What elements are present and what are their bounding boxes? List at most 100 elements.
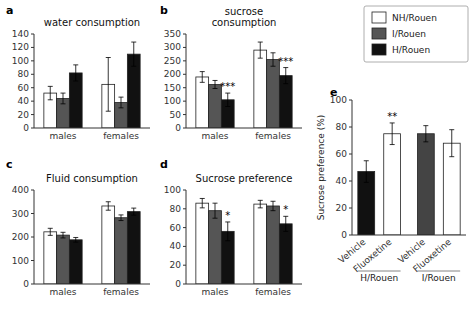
- title: sucroseconsumption: [212, 6, 277, 28]
- significance: ***: [278, 56, 293, 67]
- error-line: [121, 97, 122, 108]
- error-bar: [283, 216, 288, 231]
- y-tick: [183, 101, 186, 102]
- error-cap: [131, 42, 136, 43]
- x-axis-line: [186, 284, 302, 285]
- y-tick: [183, 47, 186, 48]
- error-cap: [131, 66, 136, 67]
- title: water consumption: [44, 17, 140, 28]
- x-tick-label: females: [255, 131, 291, 141]
- error-cap: [73, 242, 78, 243]
- y-tick: [183, 227, 186, 228]
- y-tick: [31, 60, 34, 61]
- error-bar: [48, 86, 53, 99]
- error-bar: [364, 161, 369, 183]
- y-tick-label: 20: [18, 110, 30, 120]
- y-tick: [349, 208, 352, 209]
- y-tick-label: 80: [18, 69, 30, 79]
- bar: [279, 224, 292, 284]
- error-line: [273, 53, 274, 66]
- error-cap: [283, 231, 288, 232]
- error-cap: [48, 235, 53, 236]
- error-cap: [390, 144, 395, 145]
- error-line: [50, 228, 51, 235]
- error-line: [215, 203, 216, 218]
- x-tick-label: males: [49, 287, 76, 297]
- y-tick-label: 0: [175, 123, 181, 133]
- y-tick: [31, 260, 34, 261]
- y-tick-label: 140: [12, 29, 29, 39]
- error-cap: [225, 106, 230, 107]
- error-bar: [225, 93, 230, 106]
- error-bar: [271, 201, 276, 210]
- y-tick-label: 60: [336, 149, 348, 159]
- y-tick: [31, 87, 34, 88]
- error-cap: [200, 207, 205, 208]
- y-tick-label: 200: [12, 232, 29, 242]
- y-tick-label: 40: [170, 241, 182, 251]
- bar: [417, 134, 434, 235]
- bar: [443, 143, 460, 235]
- y-tick-label: 400: [12, 185, 29, 195]
- plot-area: [358, 123, 460, 235]
- bar: [254, 204, 267, 284]
- error-bar: [213, 203, 218, 218]
- error-cap: [213, 80, 218, 81]
- bar: [57, 235, 70, 284]
- group-line: [358, 271, 401, 272]
- error-bar: [258, 42, 263, 58]
- error-line: [273, 201, 274, 210]
- error-cap: [423, 141, 428, 142]
- plot-area: [196, 198, 292, 284]
- x-tick-label: females: [255, 287, 291, 297]
- title: Fluid consumption: [46, 173, 138, 184]
- error-bar: [449, 130, 454, 157]
- y-tick: [349, 154, 352, 155]
- y-tick: [183, 87, 186, 88]
- y-tick-label: 80: [336, 122, 348, 132]
- bar: [44, 232, 57, 284]
- error-cap: [271, 66, 276, 67]
- error-cap: [283, 83, 288, 84]
- x-tick-label: males: [201, 131, 228, 141]
- y-tick-label: 0: [175, 279, 181, 289]
- title-line: water consumption: [44, 17, 140, 28]
- bar: [69, 73, 82, 128]
- error-cap: [449, 156, 454, 157]
- error-cap: [283, 67, 288, 68]
- error-line: [75, 65, 76, 81]
- significance: *: [283, 204, 288, 215]
- x-tick-label: females: [103, 287, 139, 297]
- bar: [196, 77, 209, 128]
- y-tick: [183, 246, 186, 247]
- y-tick: [31, 237, 34, 238]
- bar: [384, 134, 401, 235]
- error-bar: [106, 58, 111, 112]
- error-bar: [131, 208, 136, 215]
- error-line: [75, 237, 76, 242]
- error-cap: [48, 86, 53, 87]
- y-tick: [183, 208, 186, 209]
- error-cap: [200, 71, 205, 72]
- y-tick: [31, 128, 34, 129]
- error-line: [202, 72, 203, 83]
- panel-label: c: [6, 158, 13, 171]
- y-tick: [31, 47, 34, 48]
- y-tick-label: 100: [164, 185, 181, 195]
- y-tick: [31, 34, 34, 35]
- y-tick: [183, 284, 186, 285]
- bar: [115, 218, 128, 284]
- error-line: [215, 80, 216, 88]
- error-line: [260, 42, 261, 58]
- y-axis-label: Sucrose preference (%): [316, 115, 326, 221]
- legend: NH/RouenI/RouenH/Rouen: [364, 6, 468, 62]
- error-cap: [213, 88, 218, 89]
- y-tick-label: 300: [12, 209, 29, 219]
- error-cap: [106, 210, 111, 211]
- y-tick-label: 60: [18, 83, 30, 93]
- y-tick-label: 300: [164, 42, 181, 52]
- error-bar: [258, 200, 263, 208]
- error-cap: [106, 111, 111, 112]
- y-tick-label: 150: [164, 83, 181, 93]
- error-line: [227, 222, 228, 241]
